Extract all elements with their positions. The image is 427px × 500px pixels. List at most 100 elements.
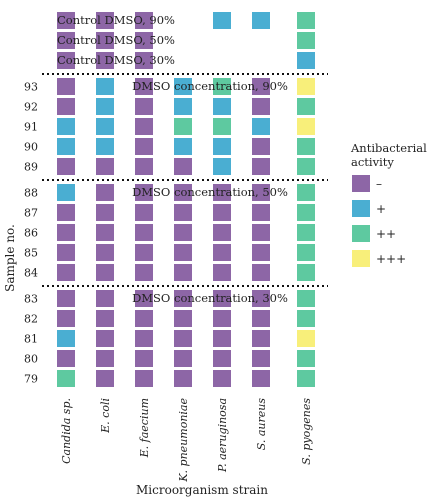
heatmap-cell: [297, 138, 315, 155]
y-tick-label: 81: [24, 333, 38, 346]
heatmap-cell: [96, 350, 114, 367]
y-tick-labels: 93 92 91 90 89 88 87 86 85 84 83 82 81 80 79: [24, 81, 38, 386]
section-label: DMSO concentration, 90%: [132, 79, 288, 93]
heatmap-cell: [213, 138, 231, 155]
heatmap-cells: [57, 12, 315, 387]
legend-label: ++: [376, 227, 396, 241]
heatmap-cell: [174, 78, 192, 95]
heatmap-cell: [252, 264, 270, 281]
x-tick-label: S. pyogenes: [300, 398, 313, 465]
heatmap-cell: [57, 290, 75, 307]
heatmap-cell: [57, 138, 75, 155]
heatmap-cell: [213, 158, 231, 175]
heatmap-cell: [96, 184, 114, 201]
heatmap-cell: [213, 118, 231, 135]
heatmap-cell: [57, 244, 75, 261]
heatmap-cell: [297, 224, 315, 241]
heatmap-cell: [297, 204, 315, 221]
heatmap-cell: [135, 224, 153, 241]
heatmap-cell: [174, 330, 192, 347]
heatmap-cell: [297, 264, 315, 281]
heatmap-cell: [174, 310, 192, 327]
heatmap-cell: [297, 98, 315, 115]
section-label: DMSO concentration, 50%: [132, 185, 288, 199]
heatmap-cell: [297, 118, 315, 135]
heatmap-cell: [252, 158, 270, 175]
heatmap-cell: [213, 310, 231, 327]
section-labels: Control DMSO, 90% Control DMSO, 50% Contro…: [57, 13, 288, 305]
heatmap-cell: [252, 12, 270, 29]
y-tick-label: 88: [24, 187, 38, 200]
heatmap-cell: [96, 204, 114, 221]
heatmap-cell: [252, 184, 270, 201]
heatmap-cell: [57, 12, 75, 29]
x-axis-title: Microorganism strain: [136, 483, 268, 497]
y-axis-title: Sample no.: [3, 224, 17, 292]
heatmap-cell: [57, 184, 75, 201]
heatmap-cell: [135, 184, 153, 201]
heatmap-cell: [57, 330, 75, 347]
x-tick-label: Candida sp.: [60, 398, 73, 464]
heatmap-cell: [96, 330, 114, 347]
legend-title: activity: [351, 155, 394, 169]
legend-swatch: [352, 200, 370, 217]
heatmap-cell: [252, 370, 270, 387]
heatmap-cell: [252, 204, 270, 221]
heatmap-cell: [297, 330, 315, 347]
heatmap-cell: [174, 264, 192, 281]
y-tick-label: 92: [24, 101, 38, 114]
heatmap-cell: [174, 370, 192, 387]
legend-swatch: [352, 225, 370, 242]
heatmap-cell: [135, 138, 153, 155]
heatmap-cell: [57, 370, 75, 387]
heatmap-cell: [252, 310, 270, 327]
heatmap-cell: [213, 12, 231, 29]
heatmap-cell: [57, 350, 75, 367]
heatmap-cell: [174, 290, 192, 307]
heatmap-cell: [135, 290, 153, 307]
heatmap-cell: [57, 98, 75, 115]
heatmap-cell: [96, 158, 114, 175]
x-tick-label: S. aureus: [255, 398, 268, 451]
heatmap-cell: [252, 330, 270, 347]
heatmap-cell: [213, 184, 231, 201]
y-tick-label: 87: [24, 207, 38, 220]
heatmap-cell: [213, 264, 231, 281]
heatmap-cell: [297, 158, 315, 175]
heatmap-cell: [57, 264, 75, 281]
heatmap-cell: [57, 224, 75, 241]
y-tick-label: 82: [24, 313, 38, 326]
heatmap-cell: [96, 32, 114, 49]
y-tick-label: 79: [24, 373, 38, 386]
heatmap-cell: [174, 138, 192, 155]
heatmap-cell: [174, 98, 192, 115]
heatmap-cell: [252, 98, 270, 115]
legend-label: +: [376, 202, 386, 216]
heatmap-cell: [213, 244, 231, 261]
heatmap-cell: [96, 12, 114, 29]
heatmap-cell: [57, 158, 75, 175]
heatmap-cell: [174, 184, 192, 201]
heatmap-cell: [213, 290, 231, 307]
heatmap-cell: [135, 350, 153, 367]
heatmap-cell: [57, 78, 75, 95]
heatmap-cell: [135, 158, 153, 175]
heatmap-cell: [252, 224, 270, 241]
x-tick-label: K. pneumoniae: [177, 398, 190, 483]
heatmap-cell: [297, 290, 315, 307]
legend-swatch: [352, 250, 370, 267]
heatmap-cell: [252, 290, 270, 307]
heatmap-cell: [252, 78, 270, 95]
heatmap-cell: [174, 244, 192, 261]
heatmap-cell: [213, 224, 231, 241]
heatmap-cell: [135, 264, 153, 281]
heatmap-cell: [57, 204, 75, 221]
heatmap-cell: [135, 52, 153, 69]
heatmap-cell: [57, 32, 75, 49]
heatmap-cell: [96, 264, 114, 281]
heatmap-cell: [252, 118, 270, 135]
heatmap-cell: [297, 184, 315, 201]
y-tick-label: 93: [24, 81, 38, 94]
heatmap-cell: [213, 350, 231, 367]
heatmap-cell: [213, 78, 231, 95]
